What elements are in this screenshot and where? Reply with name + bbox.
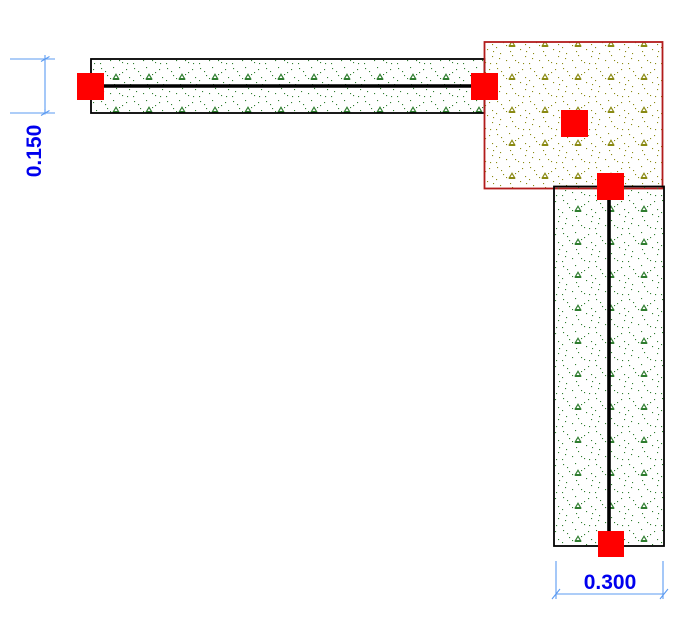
svg-text:0.300: 0.300 xyxy=(584,571,637,594)
svg-text:0.150: 0.150 xyxy=(23,125,46,178)
